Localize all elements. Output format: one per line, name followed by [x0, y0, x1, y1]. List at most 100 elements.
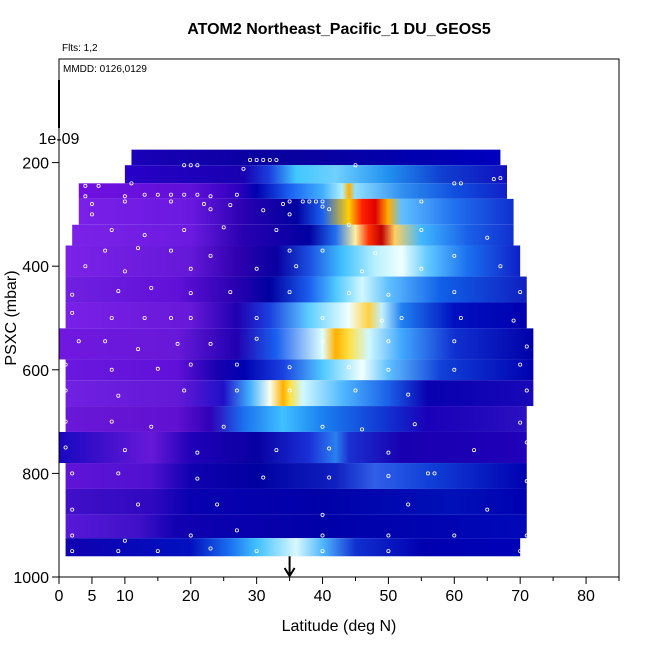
observation-point	[373, 251, 378, 256]
observation-point	[472, 448, 477, 453]
observation-point	[320, 204, 325, 209]
observation-point	[327, 446, 332, 451]
observation-point	[195, 163, 200, 168]
observation-point	[136, 502, 141, 507]
observation-point	[116, 549, 121, 554]
observation-point	[182, 192, 187, 197]
observation-point	[103, 339, 108, 344]
observation-point	[458, 181, 463, 186]
observation-point	[399, 315, 404, 320]
observation-point	[89, 212, 94, 217]
observation-point	[412, 422, 417, 427]
observation-point	[287, 248, 292, 253]
observation-point	[63, 445, 68, 450]
observation-point	[524, 388, 529, 393]
observation-point	[300, 199, 305, 204]
observation-point	[136, 246, 141, 251]
observation-point	[425, 471, 430, 476]
observation-point	[261, 158, 266, 163]
observation-point	[386, 533, 391, 538]
observation-point	[524, 533, 529, 538]
observation-point	[320, 533, 325, 538]
observation-point	[195, 450, 200, 455]
observation-point	[320, 424, 325, 429]
observation-point	[83, 183, 88, 188]
observation-point	[63, 419, 68, 424]
observation-point	[83, 194, 88, 199]
x-tick-label: 10	[116, 588, 134, 605]
y-tick-label: 400	[22, 259, 49, 276]
flights-note: Flts: 1,2	[62, 43, 98, 54]
x-axis-label: Latitude (deg N)	[282, 618, 397, 635]
observation-point	[261, 475, 266, 480]
observation-point	[419, 227, 424, 232]
observation-point	[188, 362, 193, 367]
observation-point	[188, 315, 193, 320]
observation-point	[386, 473, 391, 478]
observation-point	[201, 202, 206, 207]
observation-point	[142, 315, 147, 320]
observation-point	[188, 533, 193, 538]
observation-point	[76, 339, 81, 344]
y-tick-label: 800	[22, 466, 49, 483]
observation-point	[452, 290, 457, 295]
observation-point	[122, 448, 127, 453]
x-tick-label: 5	[87, 588, 96, 605]
observation-point	[254, 266, 259, 271]
observation-point	[149, 424, 154, 429]
observation-point	[116, 393, 121, 398]
observation-point	[215, 502, 220, 507]
observation-point	[452, 253, 457, 258]
observation-point	[511, 318, 516, 323]
observation-point	[89, 202, 94, 207]
heatmap-band	[65, 538, 521, 557]
observation-point	[208, 207, 213, 212]
observation-point	[168, 248, 173, 253]
x-tick-label: 50	[380, 588, 398, 605]
observation-point	[313, 199, 318, 204]
heatmap-band	[72, 224, 514, 246]
heatmap-band	[65, 380, 534, 407]
observation-point	[261, 208, 266, 213]
x-axis: 0 5 10 20 30 40 50 60 70 80	[55, 577, 620, 605]
observation-point	[149, 285, 154, 290]
chart-title: ATOM2 Northeast_Pacific_1 DU_GEOS5	[187, 21, 491, 38]
observation-point	[452, 339, 457, 344]
observation-point	[320, 199, 325, 204]
observation-point	[287, 199, 292, 204]
observation-point	[168, 199, 173, 204]
observation-point	[452, 533, 457, 538]
observation-point	[287, 212, 292, 217]
observation-point	[485, 507, 490, 512]
y-extra-label: 1e-09	[39, 131, 80, 148]
observation-point	[346, 291, 351, 296]
observation-point	[188, 266, 193, 271]
observation-point	[307, 199, 312, 204]
observation-point	[419, 266, 424, 271]
observation-point	[109, 315, 114, 320]
observation-point	[518, 362, 523, 367]
observation-point	[228, 290, 233, 295]
observation-point	[221, 424, 226, 429]
observation-point	[109, 419, 114, 424]
observation-point	[346, 222, 351, 227]
y-tick-label: 200	[22, 156, 49, 173]
heatmap-band	[65, 488, 527, 515]
observation-point	[142, 192, 147, 197]
heatmap-band	[78, 198, 514, 225]
observation-point	[70, 507, 75, 512]
observation-point	[234, 528, 239, 533]
observation-point	[155, 366, 160, 371]
observation-point	[70, 549, 75, 554]
observation-point	[498, 176, 503, 181]
observation-point	[83, 264, 88, 269]
heatmap-band	[59, 328, 534, 360]
observation-point	[360, 269, 365, 274]
observation-point	[116, 471, 121, 476]
observation-point	[122, 538, 127, 543]
observation-point	[168, 192, 173, 197]
observation-point	[122, 199, 127, 204]
observation-point	[518, 290, 523, 295]
observation-point	[182, 163, 187, 168]
heatmap-band	[65, 463, 527, 489]
